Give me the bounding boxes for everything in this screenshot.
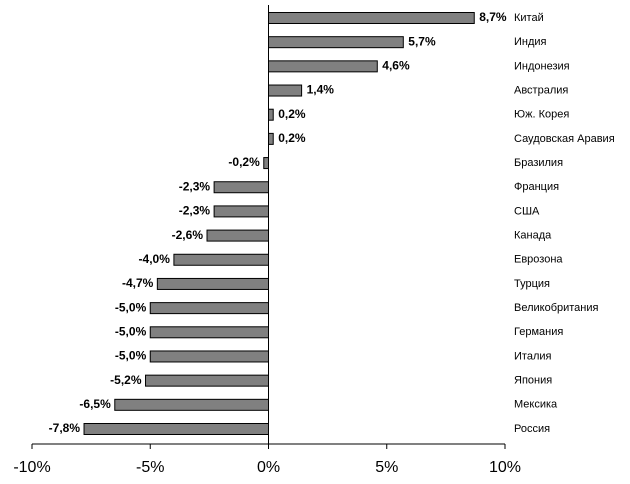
category-label: Бразилия: [514, 157, 563, 169]
value-label: 8,7%: [479, 10, 507, 24]
bar: [213, 181, 269, 194]
value-label: -4,7%: [122, 276, 154, 290]
value-label: -6,5%: [79, 397, 111, 411]
bar: [268, 60, 378, 73]
value-label: 0,2%: [278, 131, 306, 145]
x-tick-label: -10%: [13, 459, 50, 476]
bar: [268, 132, 274, 145]
x-tick-label: -5%: [136, 459, 164, 476]
bar: [83, 423, 269, 435]
value-label: -0,2%: [228, 155, 260, 169]
value-label: 0,2%: [278, 107, 306, 121]
value-label: 4,6%: [382, 59, 410, 73]
category-label: Италия: [514, 350, 552, 362]
bar: [268, 84, 303, 97]
category-label: Канада: [514, 229, 552, 241]
category-label: Индия: [514, 36, 547, 48]
value-label: -4,0%: [139, 252, 171, 266]
x-tick-label: 10%: [489, 459, 521, 476]
category-label: Великобритания: [514, 302, 599, 314]
bar: [263, 157, 269, 170]
bar: [145, 374, 270, 387]
category-label: Индонезия: [514, 60, 570, 72]
value-label: 1,4%: [307, 83, 335, 97]
category-label: Германия: [514, 326, 563, 338]
bar: [156, 277, 269, 290]
category-label: Франция: [514, 181, 559, 193]
value-label: -5,0%: [115, 349, 147, 363]
bar: [206, 229, 269, 242]
bar: [268, 108, 274, 121]
bar: [114, 398, 270, 411]
category-label: Австралия: [514, 84, 568, 96]
bar: [213, 205, 269, 218]
value-label: -5,0%: [115, 324, 147, 338]
category-label: Турция: [514, 278, 550, 290]
bar: [268, 12, 475, 24]
value-label: -7,8%: [49, 421, 81, 435]
category-label: Мексика: [514, 399, 558, 411]
value-label: 5,7%: [408, 34, 436, 48]
x-tick-label: 0%: [257, 459, 280, 476]
category-label: Япония: [514, 375, 552, 387]
bar: [149, 350, 269, 363]
value-label: -2,3%: [179, 204, 211, 218]
category-label: Россия: [514, 423, 550, 435]
x-tick-label: 5%: [375, 459, 398, 476]
value-label: -2,3%: [179, 179, 211, 193]
bar: [149, 302, 269, 315]
category-label: Юж. Корея: [514, 109, 569, 121]
bar: [173, 253, 269, 266]
category-label: Китай: [514, 12, 544, 24]
category-label: Еврозона: [514, 254, 563, 266]
category-label: Саудовская Аравия: [514, 133, 615, 145]
category-label: США: [514, 205, 540, 217]
value-label: -2,6%: [172, 228, 204, 242]
value-label: -5,2%: [110, 373, 142, 387]
bar: [268, 36, 404, 49]
value-label: -5,0%: [115, 300, 147, 314]
bar: [149, 326, 269, 339]
